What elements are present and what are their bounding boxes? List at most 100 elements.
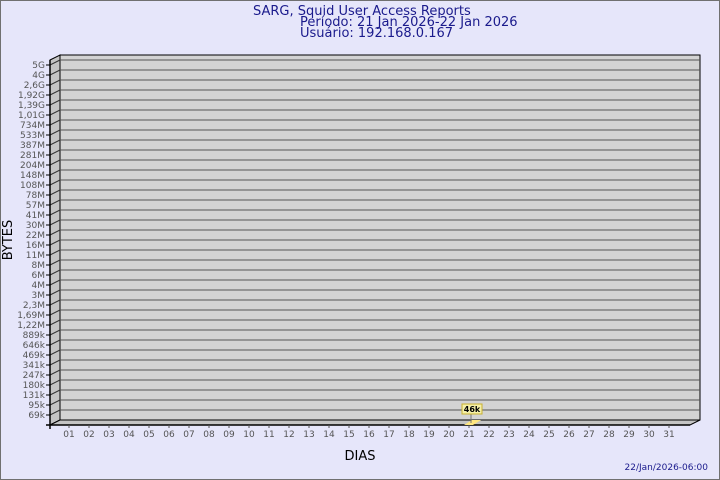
y-tick-label: 11M <box>26 251 45 261</box>
x-tick-label: 22 <box>483 430 494 440</box>
y-tick-label: 8M <box>32 261 46 271</box>
y-tick-label: 341k <box>23 361 46 371</box>
grid-side-line <box>49 139 61 146</box>
grid-side-line <box>49 349 61 356</box>
y-tick-label: 1,22M <box>17 321 45 331</box>
grid-side-line <box>49 209 61 216</box>
grid-side-line <box>49 269 61 276</box>
grid-side-line <box>49 399 61 406</box>
x-tick-label: 03 <box>103 430 114 440</box>
x-tick-label: 09 <box>223 430 235 440</box>
x-tick-label: 21 <box>463 430 474 440</box>
x-tick-label: 16 <box>363 430 375 440</box>
grid-side-line <box>49 299 61 306</box>
y-tick-label: 1,39G <box>18 101 45 111</box>
y-tick-label: 4G <box>32 71 45 81</box>
y-tick-label: 30M <box>26 221 45 231</box>
y-tick-label: 4M <box>32 281 46 291</box>
grid-side-line <box>49 79 61 86</box>
x-tick-label: 10 <box>243 430 255 440</box>
grid-side-line <box>49 379 61 386</box>
y-tick-label: 1,69M <box>17 311 45 321</box>
y-tick-label: 3M <box>32 291 46 301</box>
grid-side-line <box>49 179 61 186</box>
x-axis-label: DIAS <box>345 449 376 464</box>
grid-side-line <box>49 69 61 76</box>
x-tick-label: 11 <box>263 430 274 440</box>
y-tick-label: 69k <box>28 411 45 421</box>
y-tick-label: 734M <box>20 121 45 131</box>
x-tick-label: 20 <box>443 430 455 440</box>
y-tick-label: 889k <box>23 331 46 341</box>
y-tick-label: 180k <box>23 381 46 391</box>
y-tick-label: 57M <box>26 201 45 211</box>
grid-side-line <box>49 99 61 106</box>
y-tick-label: 204M <box>20 161 45 171</box>
x-tick-label: 13 <box>303 430 314 440</box>
y-tick-label: 78M <box>26 191 45 201</box>
grid-side-line <box>49 259 61 266</box>
chart-period: Período: 21 Jan 2026-22 Jan 2026 <box>300 15 518 30</box>
x-tick-label: 08 <box>203 430 215 440</box>
y-tick-label: 5G <box>32 61 45 71</box>
y-tick-label: 41M <box>26 211 45 221</box>
y-tick-label: 95k <box>28 401 45 411</box>
x-tick-label: 29 <box>623 430 635 440</box>
x-tick-label: 05 <box>143 430 154 440</box>
grid-side-line <box>49 369 61 376</box>
grid-side-line <box>49 339 61 346</box>
y-tick-label: 148M <box>20 171 45 181</box>
x-tick-label: 01 <box>63 430 74 440</box>
grid-side-line <box>49 129 61 136</box>
grid-side-line <box>49 189 61 196</box>
x-tick-label: 30 <box>643 430 655 440</box>
x-tick-label: 07 <box>183 430 194 440</box>
grid-side-line <box>49 89 61 96</box>
x-tick-label: 26 <box>563 430 575 440</box>
grid-side-line <box>49 239 61 246</box>
x-tick-label: 31 <box>663 430 674 440</box>
y-tick-label: 131k <box>23 391 46 401</box>
y-tick-label: 281M <box>20 151 45 161</box>
y-tick-label: 1,01G <box>18 111 45 121</box>
y-tick-label: 22M <box>26 231 45 241</box>
y-tick-label: 387M <box>20 141 45 151</box>
y-tick-label: 469k <box>23 351 46 361</box>
x-tick-label: 06 <box>163 430 175 440</box>
grid-side-line <box>49 279 61 286</box>
grid-side-line <box>49 319 61 326</box>
y-tick-label: 2,6G <box>24 81 45 91</box>
grid-side-line <box>49 309 61 316</box>
bar-data-label: 46k <box>464 405 481 414</box>
x-tick-label: 24 <box>523 430 535 440</box>
chart-user: Usuário: 192.168.0.167 <box>300 26 454 41</box>
grid-side-line <box>49 289 61 296</box>
x-tick-label: 19 <box>423 430 435 440</box>
x-tick-label: 17 <box>383 430 394 440</box>
grid-side-line <box>49 229 61 236</box>
x-tick-label: 12 <box>283 430 294 440</box>
y-tick-label: 533M <box>20 131 45 141</box>
x-tick-label: 23 <box>503 430 514 440</box>
y-tick-label: 6M <box>32 271 46 281</box>
x-tick-label: 04 <box>123 430 135 440</box>
grid-side-line <box>49 149 61 156</box>
grid-side-line <box>49 329 61 336</box>
grid-side-line <box>49 109 61 116</box>
bar-label-box <box>461 403 483 415</box>
grid-side-line <box>49 359 61 366</box>
chart-title: SARG, Squid User Access Reports <box>253 4 471 19</box>
grid-side-line <box>49 199 61 206</box>
y-tick-label: 646k <box>23 341 46 351</box>
y-tick-label: 1,92G <box>18 91 45 101</box>
y-tick-label: 16M <box>26 241 45 251</box>
y-tick-label: 247k <box>23 371 46 381</box>
grid-side-line <box>49 249 61 256</box>
grid-side-line <box>49 59 61 66</box>
x-tick-label: 27 <box>583 430 594 440</box>
x-tick-label: 28 <box>603 430 615 440</box>
y-axis-label: BYTES <box>1 220 16 261</box>
bar-day-21 <box>464 420 481 425</box>
grid-side-line <box>49 119 61 126</box>
